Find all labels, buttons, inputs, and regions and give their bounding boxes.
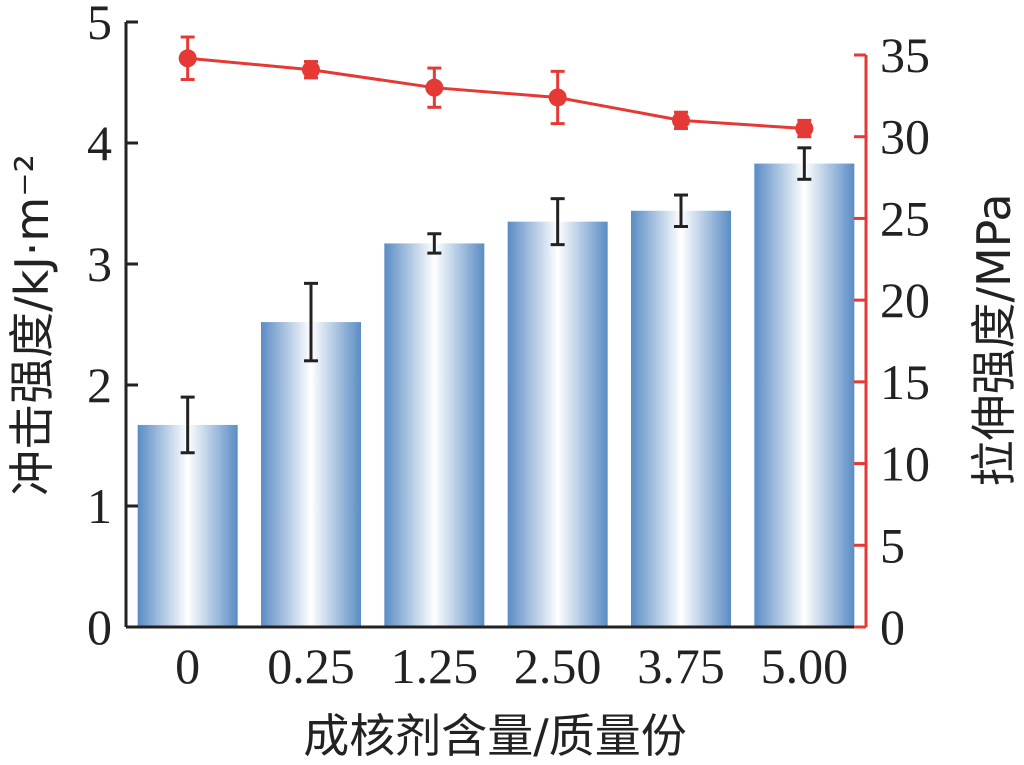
right-ticks: 0 5 10 15 20 25 30 35 — [854, 27, 930, 655]
tensile-point — [672, 111, 690, 130]
x-tick-label: 5.00 — [761, 638, 849, 694]
x-tick-label: 2.50 — [514, 638, 602, 694]
x-tick-label: 1.25 — [391, 638, 479, 694]
tensile-series-line — [187, 56, 805, 131]
tensile-point — [548, 88, 567, 107]
x-tick-label: 0.25 — [267, 638, 355, 694]
right-axis-title: 拉伸强度/MPa — [967, 193, 1021, 486]
impact-bar — [261, 322, 361, 627]
right-tick-label: 0 — [880, 599, 905, 655]
impact-bar — [137, 424, 238, 627]
impact-bar — [754, 163, 855, 627]
impact-error-bar — [304, 281, 318, 363]
left-tick-label: 5 — [87, 0, 112, 50]
tensile-point — [425, 78, 444, 97]
right-tick-label: 15 — [880, 354, 930, 410]
impact-error-bar — [550, 197, 565, 247]
x-tick-label: 3.75 — [637, 638, 725, 694]
right-tick-label: 30 — [880, 109, 930, 165]
tensile-line-layer — [178, 35, 814, 139]
line-points — [178, 49, 814, 138]
left-tick-label: 4 — [87, 115, 112, 171]
impact-error-bar — [180, 395, 195, 455]
tensile-point — [178, 49, 197, 68]
bar-error-bars — [180, 146, 812, 455]
tensile-point — [795, 119, 814, 138]
tensile-point — [302, 60, 320, 79]
right-tick-label: 20 — [880, 272, 930, 328]
left-tick-label: 2 — [87, 357, 112, 413]
impact-bar — [507, 221, 608, 627]
right-tick-label: 10 — [880, 436, 930, 492]
impact-bar — [631, 210, 731, 627]
x-ticks: 0 0.25 1.25 2.50 3.75 5.00 — [175, 638, 848, 694]
impact-error-bar — [797, 146, 812, 181]
right-tick-label: 5 — [880, 517, 905, 573]
right-tick-label: 35 — [880, 27, 930, 83]
impact-error-bar — [674, 193, 688, 228]
bars-layer — [137, 163, 855, 627]
x-axis: 0 0.25 1.25 2.50 3.75 5.00 — [126, 625, 866, 694]
left-y-axis: 0 1 2 3 4 5 — [87, 0, 138, 655]
left-tick-label: 1 — [87, 478, 112, 534]
left-ticks: 0 1 2 3 4 5 — [87, 0, 138, 655]
impact-bar — [384, 243, 485, 627]
left-axis-title: 冲击强度/kJ·m⁻² — [5, 154, 59, 496]
left-tick-label: 0 — [87, 599, 112, 655]
impact-error-bar — [427, 232, 442, 255]
x-tick-label: 0 — [175, 638, 200, 694]
x-axis-title: 成核剂含量/质量份 — [303, 709, 687, 763]
left-tick-label: 3 — [87, 236, 112, 292]
right-tick-label: 25 — [880, 190, 930, 246]
right-y-axis: 0 5 10 15 20 25 30 35 — [854, 27, 930, 655]
